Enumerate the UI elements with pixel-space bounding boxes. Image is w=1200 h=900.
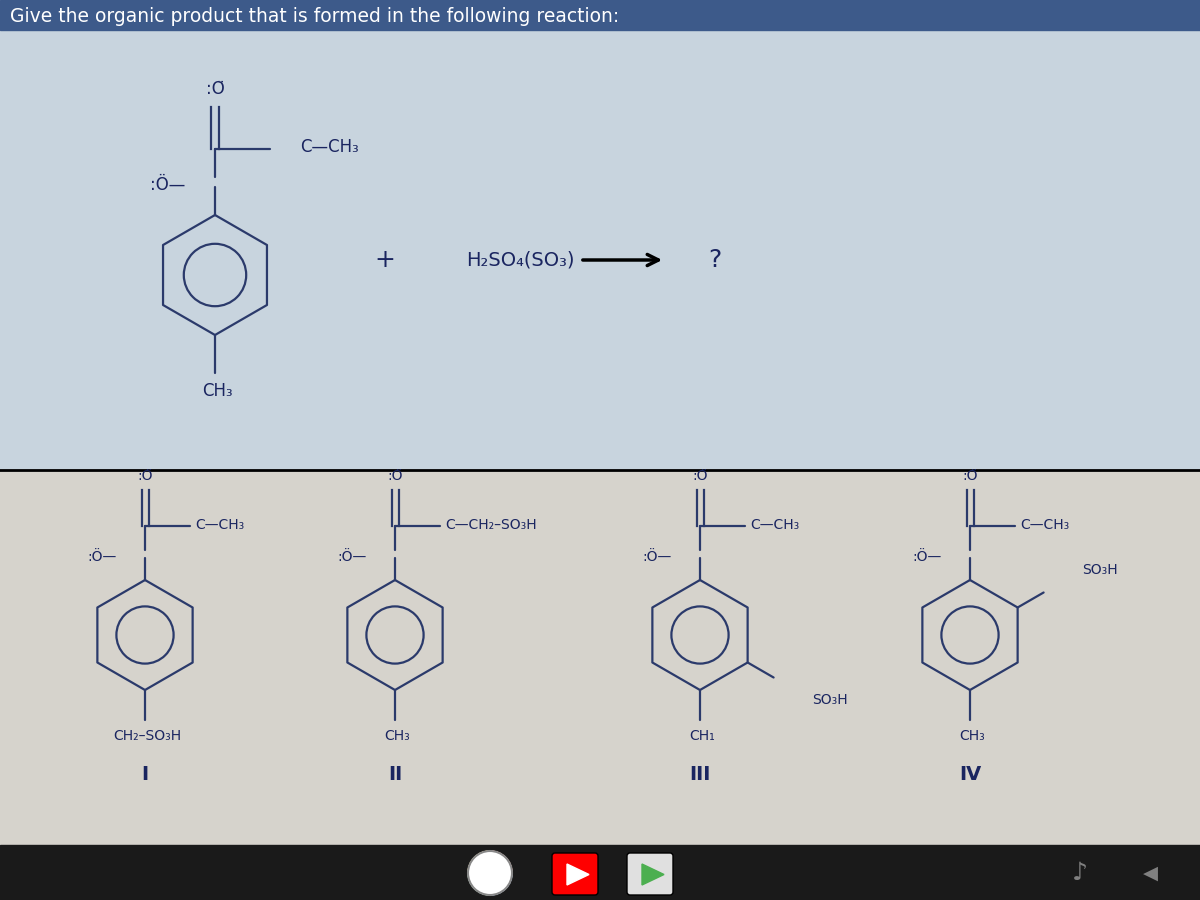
Text: H₂SO₄(SO₃): H₂SO₄(SO₃) — [466, 250, 575, 269]
Text: :Ö: :Ö — [137, 469, 152, 483]
FancyBboxPatch shape — [628, 853, 673, 895]
Wedge shape — [468, 851, 490, 873]
Text: :Ö—: :Ö— — [88, 550, 118, 564]
Text: :Ö: :Ö — [692, 469, 708, 483]
Text: ?: ? — [708, 248, 721, 272]
Text: C—CH₃: C—CH₃ — [1020, 518, 1069, 532]
Text: CH₃: CH₃ — [959, 729, 985, 743]
Text: C—CH₃: C—CH₃ — [750, 518, 799, 532]
Text: :Ö—: :Ö— — [150, 176, 185, 194]
Text: :Ö—: :Ö— — [913, 550, 942, 564]
FancyBboxPatch shape — [552, 853, 598, 895]
Text: CH₁: CH₁ — [689, 729, 715, 743]
Text: SO₃H: SO₃H — [1082, 563, 1118, 577]
Bar — [0, 0, 1200, 30]
Text: ◀: ◀ — [1142, 863, 1158, 883]
Wedge shape — [490, 873, 512, 895]
Bar — [0, 30, 1200, 470]
Text: :Ö—: :Ö— — [337, 550, 367, 564]
Text: CH₃: CH₃ — [202, 382, 233, 400]
Bar — [0, 470, 1200, 900]
Text: ♪: ♪ — [1072, 861, 1088, 885]
Text: CH₂–SO₃H: CH₂–SO₃H — [113, 729, 181, 743]
Wedge shape — [468, 873, 490, 895]
Wedge shape — [490, 851, 512, 873]
Text: III: III — [689, 766, 710, 785]
Text: II: II — [388, 766, 402, 785]
Text: +: + — [374, 248, 396, 272]
Text: I: I — [142, 766, 149, 785]
Text: C—CH₃: C—CH₃ — [300, 138, 359, 156]
Text: :Ö: :Ö — [388, 469, 403, 483]
Text: C—CH₂–SO₃H: C—CH₂–SO₃H — [445, 518, 536, 532]
Text: CH₃: CH₃ — [384, 729, 410, 743]
Text: :Ö—: :Ö— — [643, 550, 672, 564]
Polygon shape — [642, 864, 664, 885]
Text: :Ö: :Ö — [205, 80, 224, 98]
Text: IV: IV — [959, 766, 982, 785]
Text: :Ö: :Ö — [962, 469, 978, 483]
Text: SO₃H: SO₃H — [812, 693, 848, 707]
Circle shape — [468, 851, 512, 895]
Text: Give the organic product that is formed in the following reaction:: Give the organic product that is formed … — [10, 7, 619, 26]
Circle shape — [480, 863, 500, 883]
Bar — [0, 845, 1200, 900]
Polygon shape — [568, 864, 589, 885]
Text: C—CH₃: C—CH₃ — [194, 518, 245, 532]
